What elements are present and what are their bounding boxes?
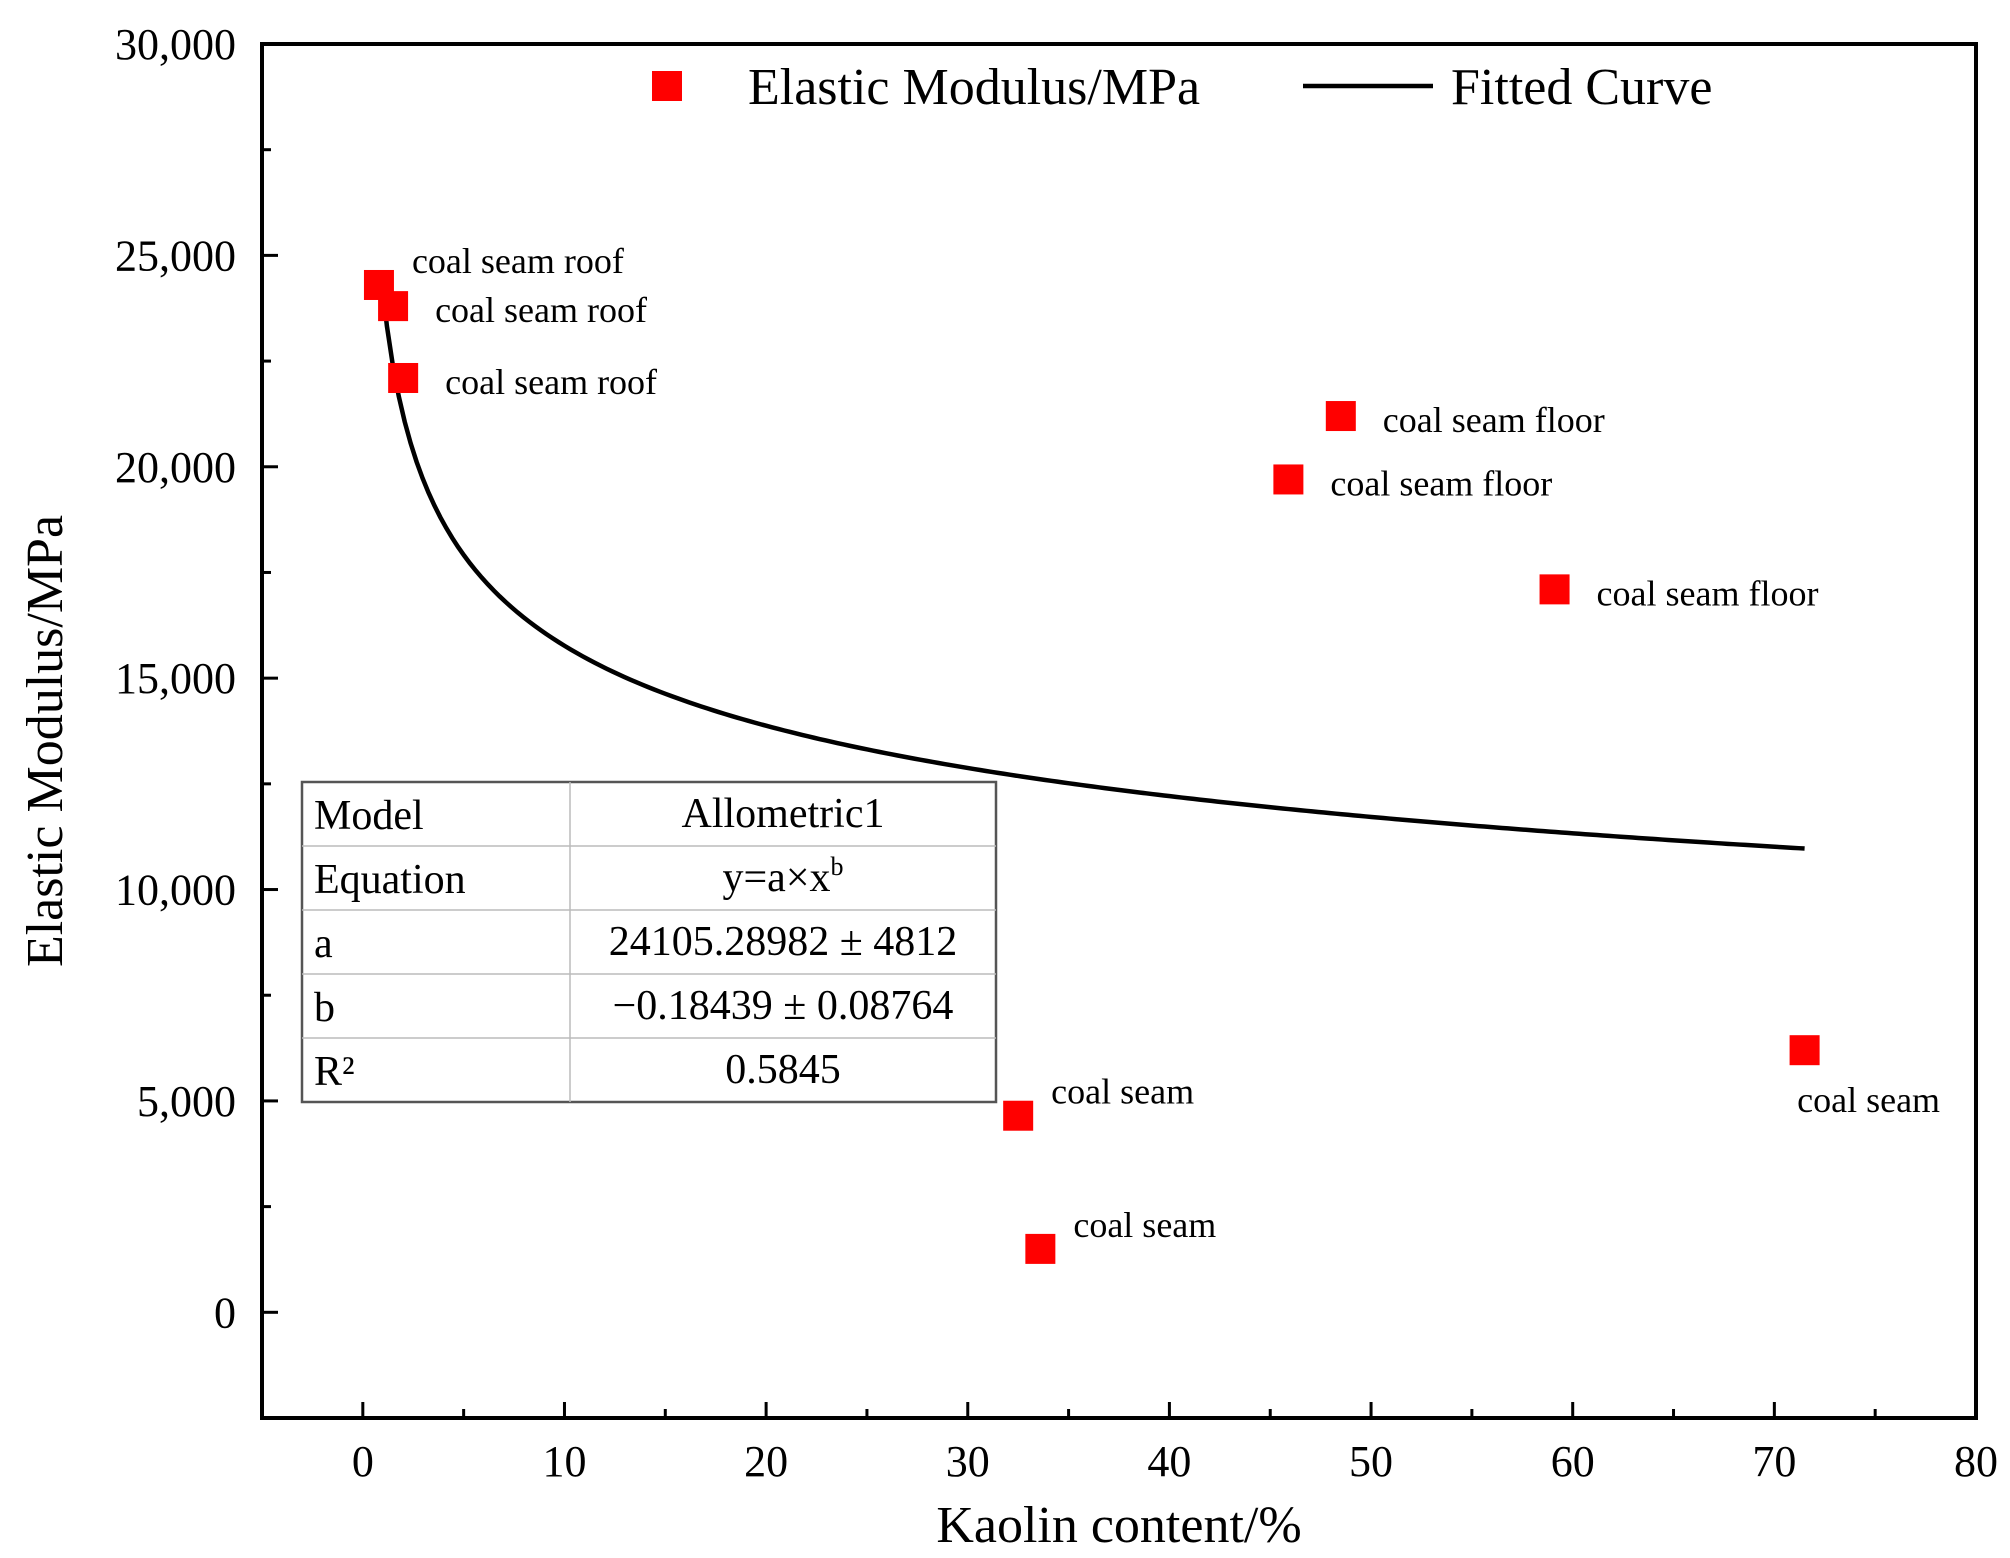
fit-table-value: y=a×xb [722,852,843,901]
fit-table-value: −0.18439 ± 0.08764 [613,983,954,1029]
x-tick-label: 50 [1349,1437,1393,1486]
data-point-label: coal seam floor [1383,400,1605,440]
data-point-marker [378,291,409,322]
fit-table-key: a [314,921,333,967]
data-point-marker [1273,464,1304,495]
fit-table-value: 24105.28982 ± 4812 [609,919,958,965]
fit-table-value: 0.5845 [725,1047,841,1093]
data-point-marker [1789,1035,1820,1066]
fit-table-value: Allometric1 [682,791,885,837]
fit-table-key: b [314,985,335,1031]
fit-table-frame [300,780,998,1104]
x-tick-label: 10 [542,1437,586,1486]
y-tick-label: 0 [214,1288,236,1337]
legend-marker-icon [652,71,682,101]
y-axis-title: Elastic Modulus/MPa [17,515,74,967]
data-point-label: coal seam [1051,1072,1194,1112]
fit-table-superscript: b [831,852,844,881]
x-tick-label: 20 [744,1437,788,1486]
fitted-curve-line [378,272,1805,851]
y-tick-label: 5,000 [137,1077,236,1126]
data-point-label: coal seam floor [1330,463,1552,503]
data-point-marker [1003,1100,1034,1131]
x-tick-label: 0 [352,1437,374,1486]
x-tick-label: 80 [1954,1437,1998,1486]
fit-table-key: Equation [314,857,466,903]
legend-label-curve: Fitted Curve [1451,59,1712,116]
fit-table-key: Model [314,793,424,839]
x-tick-label: 70 [1752,1437,1796,1486]
legend-label-points: Elastic Modulus/MPa [748,59,1200,116]
y-tick-label: 20,000 [115,443,236,492]
x-tick-label: 40 [1147,1437,1191,1486]
data-point-marker [1025,1233,1056,1264]
fit-table-key: R² [314,1049,355,1095]
data-point-marker [388,362,419,393]
y-tick-label: 25,000 [115,231,236,280]
y-tick-label: 30,000 [115,20,236,69]
plot-frame [260,42,1978,1420]
data-point-label: coal seam roof [412,241,624,281]
data-point-label: coal seam [1073,1205,1216,1245]
data-point-label: coal seam floor [1597,573,1819,613]
data-point-marker [1325,401,1356,432]
data-point-marker [1539,574,1570,605]
x-tick-label: 30 [946,1437,990,1486]
y-tick-label: 10,000 [115,866,236,915]
data-point-label: coal seam roof [445,362,657,402]
data-point-label: coal seam roof [435,290,647,330]
x-axis-title: Kaolin content/% [936,1497,1301,1554]
x-tick-label: 60 [1551,1437,1595,1486]
y-tick-label: 15,000 [115,654,236,703]
data-point-label: coal seam [1797,1080,1940,1120]
